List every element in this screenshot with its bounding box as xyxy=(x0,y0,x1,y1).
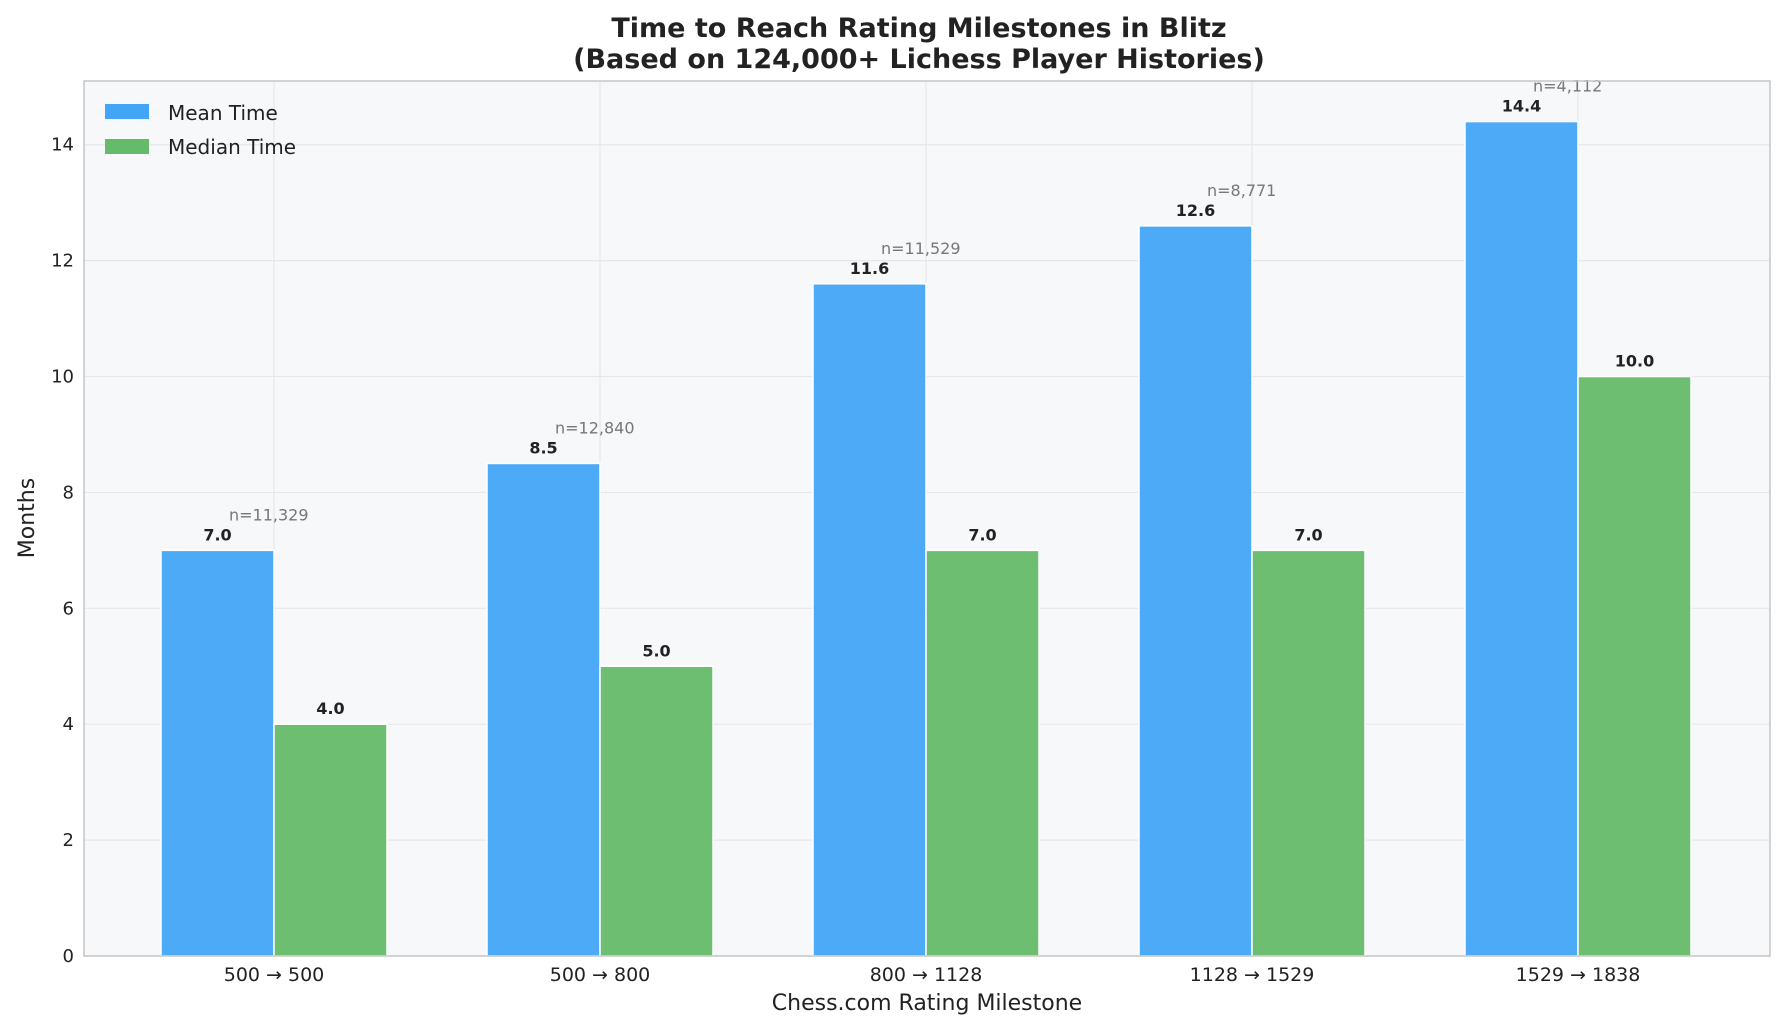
value-label-mean: 14.4 xyxy=(1502,97,1541,116)
sample-size-label: n=12,840 xyxy=(555,418,635,437)
y-tick-label: 10 xyxy=(51,367,74,388)
y-tick-label: 8 xyxy=(63,482,74,503)
value-label-median: 7.0 xyxy=(1294,525,1322,544)
x-tick-label: 500 → 800 xyxy=(550,964,651,986)
legend-label-mean: Mean Time xyxy=(168,101,278,125)
bar-median xyxy=(925,549,1040,957)
x-tick-label: 800 → 1128 xyxy=(870,964,983,986)
y-tick-label: 4 xyxy=(63,714,74,735)
value-label-median: 4.0 xyxy=(316,699,344,718)
value-label-mean: 11.6 xyxy=(850,259,889,278)
y-tick-label: 14 xyxy=(51,135,74,156)
bar-mean xyxy=(1464,120,1579,957)
plot-frame xyxy=(83,80,1771,957)
legend-label-median: Median Time xyxy=(168,135,296,159)
x-axis-label: Chess.com Rating Milestone xyxy=(772,991,1082,1016)
chart-title-line-1: Time to Reach Rating Milestones in Blitz xyxy=(611,13,1226,44)
x-axis-ticks: 500 → 500 500 → 800 800 → 1128 1128 → 1529 1… xyxy=(224,964,1641,986)
bar-median xyxy=(1577,375,1692,957)
bar-mean xyxy=(1138,225,1253,957)
y-tick-label: 0 xyxy=(63,946,74,967)
chart-title-line-2: (Based on 124,000+ Lichess Player Histor… xyxy=(573,44,1265,75)
bar-mean xyxy=(160,549,275,957)
y-axis-ticks: 0 2 4 6 8 10 12 14 xyxy=(51,135,74,967)
x-tick-label: 1128 → 1529 xyxy=(1190,964,1315,986)
x-tick-label: 1529 → 1838 xyxy=(1516,964,1641,986)
legend: Mean Time Median Time xyxy=(105,101,296,159)
bar-mean xyxy=(812,283,927,957)
value-label-median: 10.0 xyxy=(1615,352,1654,371)
legend-swatch-median xyxy=(105,139,149,154)
value-label-mean: 8.5 xyxy=(529,438,557,457)
bar-median xyxy=(1251,549,1366,957)
y-axis-label: Months xyxy=(15,478,40,558)
x-tick-label: 500 → 500 xyxy=(224,964,325,986)
sample-size-label: n=11,529 xyxy=(881,239,961,258)
legend-swatch-mean xyxy=(105,104,149,119)
bars xyxy=(160,120,1692,957)
value-label-mean: 7.0 xyxy=(203,525,231,544)
bar-median xyxy=(273,723,388,957)
sample-size-label: n=11,329 xyxy=(229,505,309,524)
value-label-median: 7.0 xyxy=(968,525,996,544)
bar-median xyxy=(599,665,714,957)
y-tick-label: 12 xyxy=(51,251,74,272)
bar-mean xyxy=(486,462,601,957)
value-label-mean: 12.6 xyxy=(1176,201,1215,220)
y-tick-label: 6 xyxy=(63,598,74,619)
y-tick-label: 2 xyxy=(63,830,74,851)
sample-size-label: n=8,771 xyxy=(1207,181,1276,200)
value-label-median: 5.0 xyxy=(642,641,670,660)
sample-size-label: n=4,112 xyxy=(1533,77,1602,96)
